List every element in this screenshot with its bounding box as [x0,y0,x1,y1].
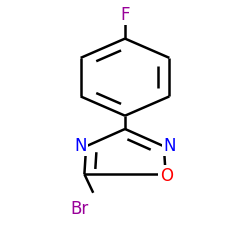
Text: Br: Br [70,200,88,218]
Text: O: O [160,167,173,185]
Text: F: F [120,6,130,24]
Text: N: N [74,137,86,155]
Text: N: N [164,137,176,155]
